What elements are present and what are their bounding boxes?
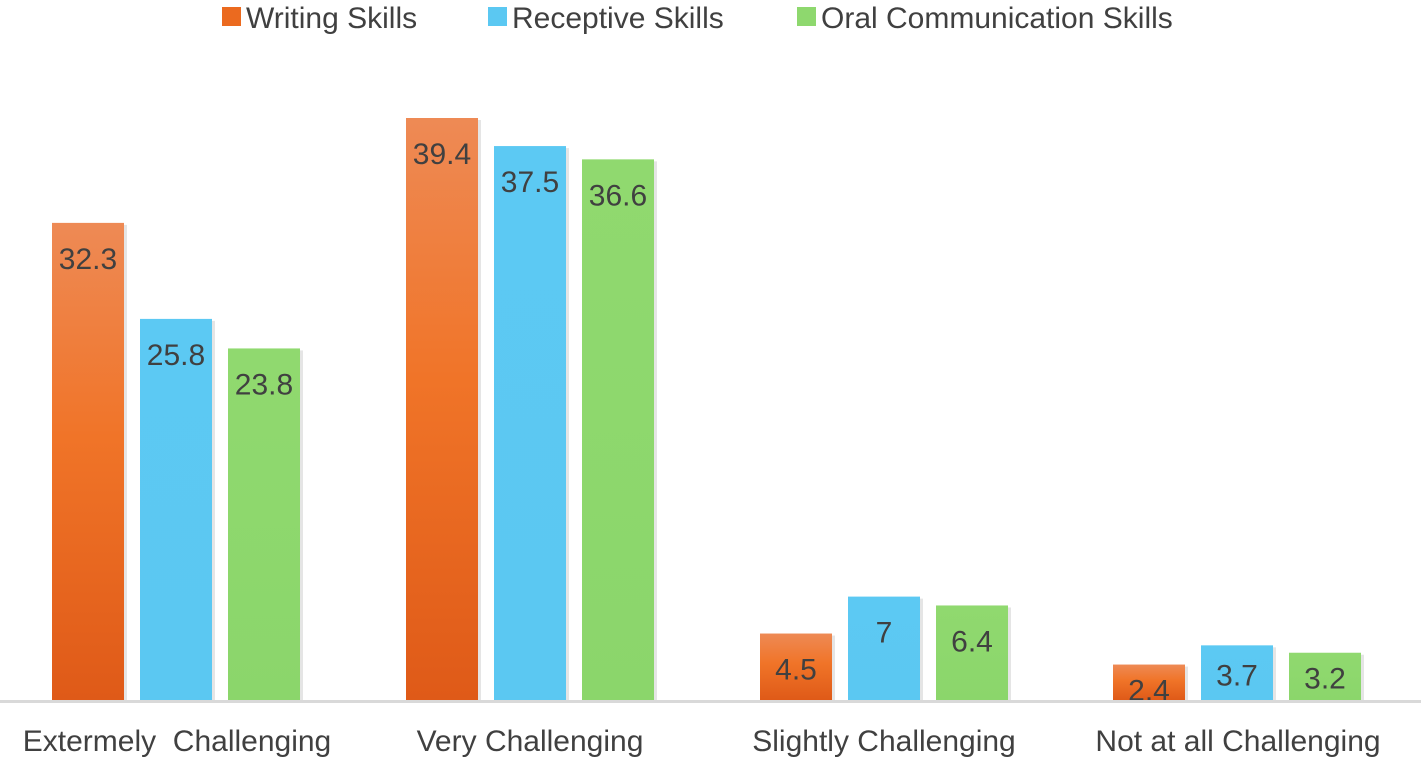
bar-writing-skills-1 — [406, 118, 478, 700]
data-label: 23.8 — [235, 368, 293, 401]
category-label-0: Extermely Challenging — [23, 725, 331, 758]
bar-oral-communication-skills-0 — [228, 348, 300, 700]
legend-label-2: Oral Communication Skills — [821, 2, 1173, 35]
bars-group: 32.325.823.839.437.5 36.64.57 6.42.4 3.7 3.2 — [52, 118, 1364, 708]
data-label: 7 — [876, 617, 893, 650]
legend-swatch-0 — [222, 7, 241, 26]
bar-receptive-skills-3 — [1201, 645, 1273, 700]
bar-receptive-skills-1 — [494, 146, 566, 701]
data-label: 39.4 — [413, 138, 471, 171]
bar-oral-communication-skills-3 — [1289, 652, 1361, 700]
legend-label-0: Writing Skills — [246, 2, 417, 35]
bar-writing-skills-0 — [52, 222, 124, 700]
legend: Writing Skills Receptive Skills Oral Commu… — [222, 2, 1173, 35]
legend-swatch-2 — [797, 7, 816, 26]
category-label-1: Very Challenging — [417, 725, 644, 758]
bar-oral-communication-skills-2 — [936, 605, 1008, 700]
bar-writing-skills-3 — [1113, 664, 1185, 700]
data-label: 25.8 — [147, 339, 205, 372]
data-label: 36.6 — [589, 179, 647, 212]
category-labels: Extermely Challenging Very Challenging Sli… — [23, 725, 1381, 758]
bar-oral-communication-skills-1 — [582, 159, 654, 700]
bar-receptive-skills-0 — [140, 318, 212, 700]
data-label: 6.4 — [951, 625, 993, 658]
category-label-3: Not at all Challenging — [1095, 725, 1380, 758]
data-label: 3.2 — [1304, 663, 1346, 696]
data-label: 4.5 — [775, 654, 817, 687]
category-label-2: Slightly Challenging — [752, 725, 1016, 758]
data-label: 32.3 — [59, 243, 117, 276]
bar-writing-skills-2 — [760, 633, 832, 700]
legend-swatch-1 — [488, 7, 507, 26]
data-label: 3.7 — [1216, 659, 1258, 692]
bar-receptive-skills-2 — [848, 596, 920, 700]
data-label: 37.5 — [501, 166, 559, 199]
legend-label-1: Receptive Skills — [512, 2, 724, 35]
